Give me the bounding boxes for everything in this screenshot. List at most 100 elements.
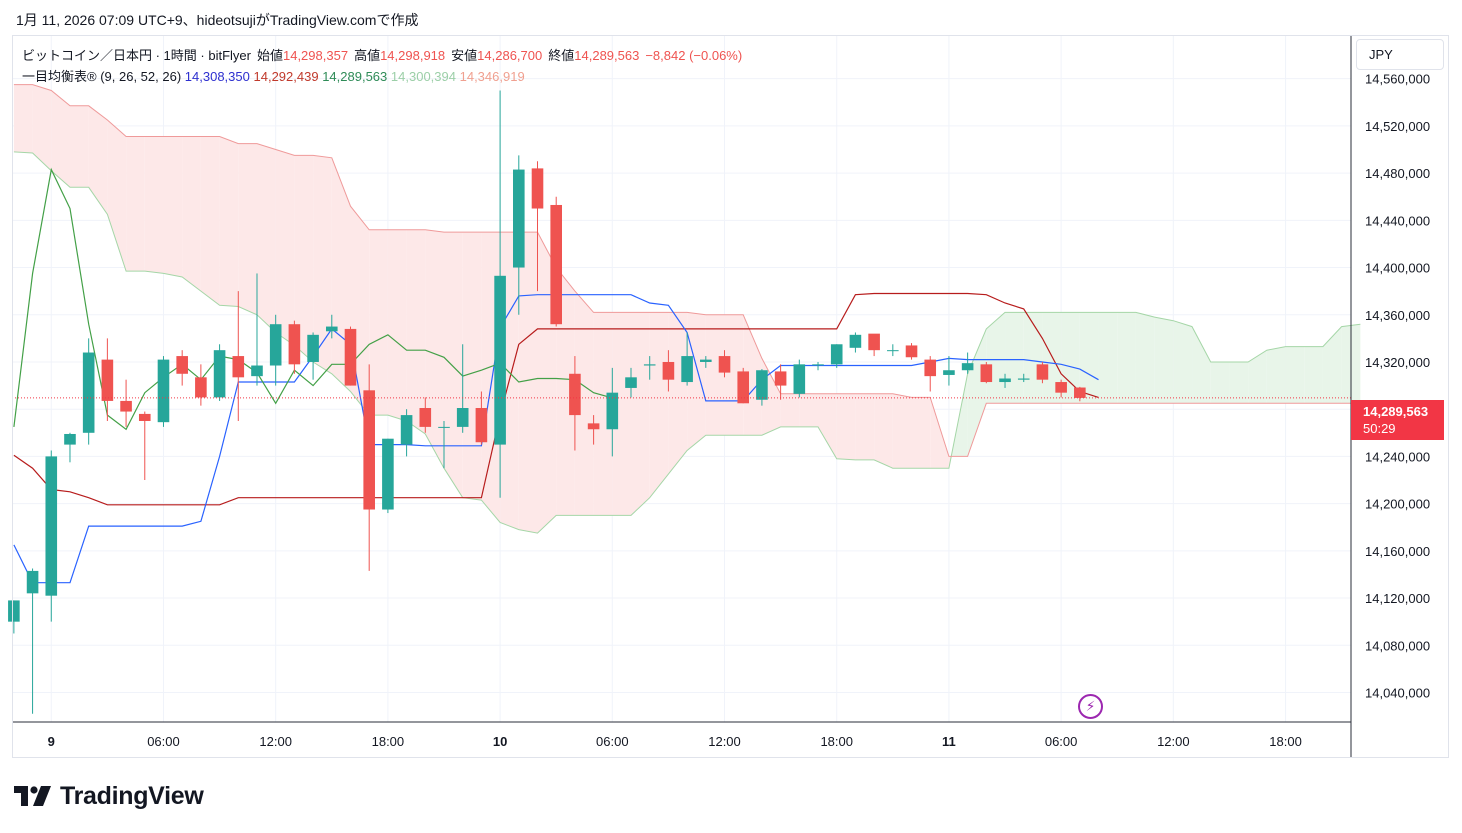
low-label: 安値 xyxy=(451,48,478,63)
x-tick-label: 12:00 xyxy=(1157,734,1190,749)
chart-frame xyxy=(12,35,1449,758)
cloud-segment xyxy=(1135,312,1155,404)
cloud-segment xyxy=(144,136,164,274)
cloud-segment xyxy=(1266,346,1286,404)
cloud-segment xyxy=(13,84,33,154)
y-tick-label: 14,040,000 xyxy=(1365,685,1430,700)
cloud-segment xyxy=(930,397,949,469)
y-tick-label: 14,560,000 xyxy=(1365,72,1430,87)
tradingview-wordmark: TradingView xyxy=(60,781,204,810)
candle-body xyxy=(438,426,450,428)
candle-body xyxy=(269,324,282,366)
x-tick-label: 06:00 xyxy=(596,734,629,749)
candle-body xyxy=(138,413,151,421)
candle-body xyxy=(82,352,95,433)
cloud-segment xyxy=(1005,312,1024,404)
candle-body xyxy=(419,408,432,427)
candle-body xyxy=(1074,387,1086,398)
cloud-segment xyxy=(51,90,70,188)
currency-selector[interactable]: JPY xyxy=(1356,39,1444,70)
candle-body xyxy=(849,334,862,348)
span-b-line xyxy=(13,84,1361,457)
candle-body xyxy=(793,364,806,394)
cloud-segment xyxy=(818,393,837,459)
candles xyxy=(8,90,1086,714)
y-tick-label: 14,120,000 xyxy=(1365,591,1430,606)
candle-body xyxy=(400,415,413,445)
cloud-segment xyxy=(874,393,893,469)
candle-body xyxy=(681,356,693,383)
candle-body xyxy=(961,363,974,371)
ohlc-legend[interactable]: ビットコイン／日本円 · 1時間 · bitFlyer 始値14,298,357 高… xyxy=(22,45,742,64)
candle-body xyxy=(45,456,58,596)
cloud-segment xyxy=(182,136,201,292)
cloud-segment xyxy=(668,312,688,475)
tradingview-logo[interactable]: TradingView xyxy=(14,781,204,811)
candle-body xyxy=(494,275,506,445)
candle-body xyxy=(924,359,937,377)
base-line xyxy=(13,292,1099,506)
candle-body xyxy=(531,168,544,209)
y-tick-label: 14,080,000 xyxy=(1365,638,1430,653)
x-tick-label: 18:00 xyxy=(1269,734,1302,749)
cloud-segment xyxy=(612,312,632,516)
lightning-icon[interactable]: ⚡ xyxy=(1078,694,1103,719)
cloud-segment xyxy=(1173,320,1193,404)
cloud-segment xyxy=(126,136,145,272)
y-tick-label: 14,240,000 xyxy=(1365,449,1430,464)
ichimoku-legend[interactable]: 一目均衡表® (9, 26, 52, 26) 14,308,350 14,292… xyxy=(22,66,525,85)
cloud-segment xyxy=(219,136,239,307)
cloud-segment xyxy=(1210,361,1230,404)
candle-body xyxy=(232,356,245,378)
chart-snapshot-title: 1月 11, 2026 07:09 UTC+9、hideotsujiがTradi… xyxy=(16,12,419,28)
cloud-segment xyxy=(369,229,388,416)
candle-body xyxy=(64,433,76,445)
x-tick-label: 06:00 xyxy=(147,734,180,749)
cloud-segment xyxy=(88,105,108,215)
cloud-segment xyxy=(1285,346,1305,404)
candle-body xyxy=(475,408,488,443)
cloud-segment xyxy=(1322,326,1342,404)
axes: 14,040,000 14,080,000 14,120,000 14,160,000… xyxy=(12,35,1449,758)
x-tick-label: 12:00 xyxy=(259,734,292,749)
candle-body xyxy=(718,356,731,373)
candle-body xyxy=(1055,382,1067,393)
cloud-segment xyxy=(406,229,426,434)
close-value: 14,289,563 xyxy=(574,48,640,63)
candle-body xyxy=(700,359,712,362)
cloud-segment xyxy=(967,328,987,457)
candle-body xyxy=(830,344,843,365)
cloud-segment xyxy=(687,312,706,451)
candle-body xyxy=(120,400,132,412)
indicator-name[interactable]: 一目均衡表® xyxy=(22,69,97,84)
cloud-segment xyxy=(200,136,220,306)
x-tick-label: 12:00 xyxy=(708,734,741,749)
cloud-segment xyxy=(724,314,744,436)
bar-countdown: 50:29 xyxy=(1363,421,1396,436)
candle-body xyxy=(587,423,600,430)
y-tick-label: 14,400,000 xyxy=(1365,261,1430,276)
cloud-segment xyxy=(799,393,819,427)
cloud-segment xyxy=(1248,350,1267,404)
last-price-tag: 14,289,563 50:29 xyxy=(1351,400,1444,440)
cloud-segment xyxy=(163,136,183,277)
cloud-segment xyxy=(892,393,912,469)
y-tick-label: 14,320,000 xyxy=(1365,355,1430,370)
cloud-segment xyxy=(462,232,482,501)
span-a-value: 14,300,394 xyxy=(390,69,456,84)
candle-body xyxy=(363,390,375,510)
cloud-segment xyxy=(631,312,650,516)
cloud-segment xyxy=(1079,312,1099,404)
cloud-segment xyxy=(256,143,276,333)
cloud-segment xyxy=(1304,346,1323,404)
high-value: 14,298,918 xyxy=(380,48,446,63)
cloud-segment xyxy=(743,314,762,436)
cloud-segment xyxy=(1229,361,1249,404)
cloud-segment xyxy=(556,267,575,516)
x-tick-label: 11 xyxy=(942,734,956,749)
symbol-label[interactable]: ビットコイン／日本円 · 1時間 · bitFlyer xyxy=(22,48,251,63)
cloud-segment xyxy=(705,314,725,436)
cloud-segment xyxy=(1154,317,1174,404)
cloud-segment xyxy=(518,232,538,534)
